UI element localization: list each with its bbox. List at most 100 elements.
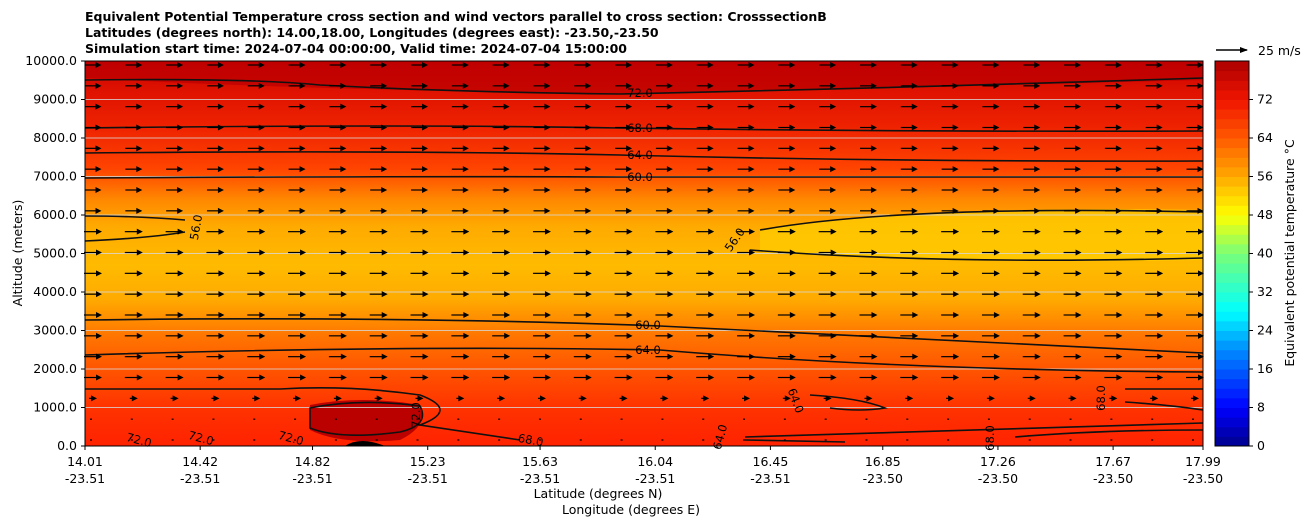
colorbar-swatch — [1215, 388, 1249, 399]
wind-vector-head — [96, 374, 102, 381]
colorbar-swatch — [1215, 138, 1249, 149]
wind-vector-head — [708, 332, 715, 339]
colorbar-tick-label: 16 — [1257, 361, 1273, 376]
wind-vector-head — [258, 124, 265, 131]
wind-vector-head — [621, 395, 628, 402]
contour-line — [749, 249, 1204, 262]
wind-vector-head — [1034, 312, 1041, 318]
wind-vector-head — [784, 395, 791, 402]
wind-vector-head — [177, 103, 184, 110]
wind-vector-head — [504, 353, 511, 360]
colorbar-tick-label: 64 — [1257, 130, 1273, 145]
wind-vector-head — [544, 312, 551, 318]
wind-vector-head — [871, 228, 878, 235]
wind-vector-head — [708, 374, 715, 381]
wind-vector-head — [299, 145, 306, 152]
wind-vector-head — [789, 228, 796, 235]
wind-vector-head — [707, 103, 714, 110]
wind-vector-head — [300, 332, 307, 339]
wind-vector-head — [1115, 82, 1122, 89]
wind-vector-head — [544, 145, 551, 152]
wind-vector-head — [830, 228, 837, 235]
colorbar-swatch — [1215, 417, 1249, 428]
wind-vector-head — [748, 82, 755, 89]
y-tick-label: 10000.0 — [25, 53, 77, 68]
wind-vector-head — [462, 62, 469, 68]
wind-vector-head — [666, 187, 673, 193]
wind-vector-head — [953, 374, 960, 381]
colorbar-swatch — [1215, 70, 1249, 81]
wind-vector-head — [299, 207, 306, 214]
colorbar-swatch — [1215, 349, 1249, 360]
wind-vector-head — [177, 62, 184, 68]
wind-vector-head — [544, 228, 551, 235]
colorbar-tick-label: 24 — [1257, 323, 1273, 338]
x-tick-label-lon: -23.51 — [180, 471, 220, 486]
wind-vector-head — [259, 374, 266, 381]
wind-vector-head — [300, 291, 307, 298]
wind-vector-head — [381, 270, 388, 277]
wind-vector-head — [381, 187, 388, 193]
x-tick-label-lon: -23.51 — [750, 471, 790, 486]
wind-vector-head — [213, 395, 220, 402]
surface-dark-core — [345, 441, 385, 446]
x-tick-label-lon: -23.51 — [292, 471, 332, 486]
wind-vector-head — [295, 395, 302, 402]
wind-vector-head — [217, 187, 224, 193]
wind-vector-head — [708, 353, 715, 360]
wind-vector-head — [300, 312, 307, 318]
wind-vector-head — [789, 291, 796, 298]
wind-vector-head — [626, 374, 633, 381]
wind-vector-head — [585, 103, 592, 110]
wind-vector-head — [789, 332, 796, 339]
wind-vector-head — [177, 124, 184, 131]
wind-vector-head — [870, 145, 877, 152]
wind-vector-head — [136, 62, 143, 68]
wind-vector-head — [381, 332, 388, 339]
wind-vector-head — [96, 291, 102, 298]
wind-vector-head — [744, 395, 751, 402]
wind-vector-head — [1197, 145, 1204, 152]
wind-vector-head — [136, 207, 143, 214]
colorbar-swatch — [1215, 215, 1249, 226]
colorbar-swatch — [1215, 195, 1249, 206]
wind-vector-head — [993, 228, 1000, 235]
wind-vector-head — [381, 166, 388, 173]
colorbar-label: Equivalent potential temperature °C — [1282, 139, 1297, 367]
wind-vector-head — [748, 103, 755, 110]
wind-vector-head — [504, 270, 511, 277]
wind-vector-head — [585, 62, 592, 68]
y-tick-label: 9000.0 — [33, 92, 77, 107]
wind-vector-head — [993, 166, 1000, 173]
wind-vector-head — [96, 353, 102, 360]
wind-vector-head — [1156, 207, 1163, 214]
colorbar-swatch — [1215, 109, 1249, 120]
colorbar-swatch — [1215, 359, 1249, 370]
wind-vector-head — [1157, 270, 1164, 277]
wind-vector-head — [580, 395, 587, 402]
wind-vector-head — [1115, 166, 1122, 173]
wind-vector-head — [1197, 82, 1204, 89]
wind-vector-head — [1034, 374, 1041, 381]
colorbar-swatch — [1215, 282, 1249, 293]
contour-line — [744, 422, 1204, 438]
wind-vector-head — [131, 395, 138, 402]
contour-line — [809, 394, 888, 411]
wind-vector-head — [749, 374, 756, 381]
wind-vector-head — [789, 374, 796, 381]
wind-vector-head — [707, 145, 714, 152]
plot-area: 72.068.064.060.056.0 56.060.064.068.072.0… — [84, 60, 1204, 451]
colorbar-swatch — [1215, 407, 1249, 418]
wind-vector-head — [911, 62, 918, 68]
wind-vector-head — [136, 145, 143, 152]
wind-vector-head — [504, 312, 511, 318]
wind-vector-head — [95, 207, 102, 214]
wind-vector-head — [585, 312, 592, 318]
wind-vector-head — [952, 82, 959, 89]
x-tick-label-lat: 16.04 — [637, 454, 673, 469]
wind-vector-head — [789, 353, 796, 360]
wind-vector-head — [1157, 312, 1164, 318]
wind-vector-head — [1034, 82, 1041, 89]
wind-vector-head — [830, 291, 837, 298]
wind-vector-head — [912, 270, 919, 277]
